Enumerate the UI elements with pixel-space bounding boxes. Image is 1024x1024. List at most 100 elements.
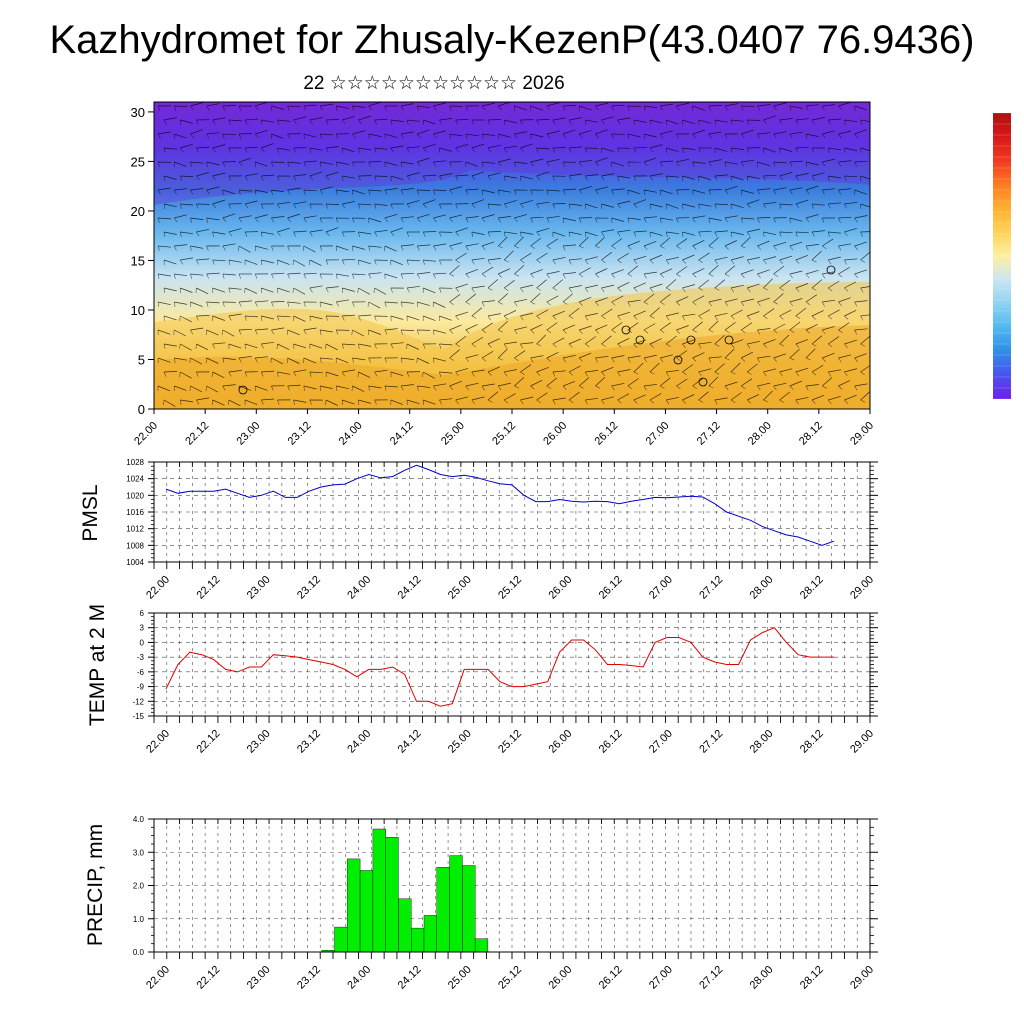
wind-barb-flag	[682, 343, 686, 348]
wind-barb	[763, 278, 773, 289]
x-tick-label: 25.00	[446, 728, 474, 756]
wind-barb-flag	[536, 203, 540, 209]
wind-barb-flag	[157, 161, 160, 167]
wind-barb	[358, 115, 371, 121]
wind-barb-flag	[805, 105, 809, 111]
wind-barb	[433, 102, 447, 107]
wind-barb	[244, 118, 259, 121]
wind-barb	[514, 161, 528, 164]
wind-barb	[261, 341, 275, 345]
wind-barb	[698, 309, 711, 317]
wind-barb-flag	[455, 231, 460, 236]
calm-circle	[698, 377, 708, 387]
wind-barb-flag	[287, 161, 290, 167]
wind-barb	[406, 315, 420, 321]
wind-barb-flag	[860, 119, 862, 125]
wind-barb	[805, 244, 819, 247]
wind-barb	[212, 172, 226, 177]
wind-barb	[514, 377, 525, 387]
wind-barb-flag	[238, 217, 242, 223]
wind-barb	[287, 301, 301, 304]
wind-barb-flag	[773, 189, 777, 195]
wind-barb-flag	[821, 133, 826, 139]
wind-barb-flag	[708, 133, 712, 139]
wind-barb-flag	[854, 301, 858, 307]
wind-barb	[585, 119, 599, 123]
wind-barb-flag	[601, 119, 605, 125]
wind-barb	[406, 119, 420, 122]
wind-barb	[773, 265, 785, 275]
wind-barb	[487, 172, 501, 177]
wind-barb	[261, 370, 275, 373]
x-tick-label: 29.00	[848, 574, 876, 602]
wind-barb	[417, 213, 430, 219]
wind-barb	[724, 322, 736, 331]
wind-barb	[222, 189, 236, 195]
wind-barb	[698, 341, 712, 345]
wind-barb	[244, 287, 257, 294]
wind-barb-flag	[400, 301, 403, 307]
wind-barb	[763, 368, 777, 373]
wind-barb	[180, 119, 193, 124]
wind-barb	[222, 243, 236, 247]
wind-barb-flag	[374, 203, 377, 209]
wind-barb	[595, 236, 605, 247]
wind-barb-flag	[400, 273, 404, 279]
wind-barb-flag	[303, 161, 307, 167]
wind-barb-flag	[536, 399, 541, 404]
wind-barb-flag	[773, 217, 776, 223]
wind-barb	[352, 189, 365, 195]
wind-barb-flag	[530, 357, 534, 363]
wind-barb-flag	[439, 371, 442, 377]
wind-barb-flag	[676, 329, 680, 334]
wind-barb-flag	[163, 175, 165, 182]
wind-barb-flag	[821, 329, 826, 335]
wind-barb-flag	[828, 287, 833, 292]
wind-barb-flag	[708, 329, 714, 333]
wind-barb	[190, 217, 204, 220]
wind-barb-flag	[481, 329, 487, 334]
wind-barb	[504, 119, 517, 124]
wind-barb-flag	[163, 231, 166, 237]
wind-barb-flag	[287, 245, 290, 251]
wind-barb-flag	[228, 315, 232, 321]
wind-barb	[682, 175, 695, 180]
wind-barb	[747, 119, 761, 121]
wind-barb	[530, 269, 543, 275]
wind-barb	[303, 133, 317, 138]
wind-barb	[157, 131, 171, 135]
wind-barb	[190, 301, 203, 307]
wind-barb	[811, 117, 825, 121]
wind-barb-flag	[692, 273, 697, 278]
wind-barb-flag	[352, 273, 355, 279]
wind-barb-flag	[433, 217, 437, 223]
wind-barb	[773, 353, 787, 359]
wind-barb	[789, 270, 803, 275]
wind-barb-flag	[578, 161, 582, 167]
wind-barb	[601, 308, 613, 317]
wind-barb	[325, 371, 339, 377]
wind-barb-flag	[228, 119, 231, 125]
wind-barb	[595, 129, 608, 135]
wind-barb	[552, 117, 566, 121]
wind-barb	[504, 310, 517, 317]
x-tick-label: 23.00	[234, 420, 262, 448]
wind-barb	[562, 272, 576, 275]
wind-barb	[562, 105, 577, 107]
wind-barb	[336, 189, 350, 193]
wind-barb-flag	[271, 245, 274, 251]
wind-barb	[180, 143, 193, 149]
wind-barb	[730, 284, 744, 289]
wind-barb	[261, 119, 275, 123]
wind-barb	[352, 105, 366, 108]
wind-barb-flag	[400, 385, 404, 391]
wind-barb	[660, 322, 672, 331]
wind-barb	[546, 130, 560, 135]
wind-barb	[811, 335, 823, 345]
wind-barb	[730, 231, 744, 235]
wind-barb	[277, 227, 290, 233]
wind-barb	[271, 189, 285, 193]
wind-barb-flag	[319, 329, 322, 335]
wind-barb	[433, 243, 447, 247]
wind-barb-flag	[757, 357, 761, 363]
